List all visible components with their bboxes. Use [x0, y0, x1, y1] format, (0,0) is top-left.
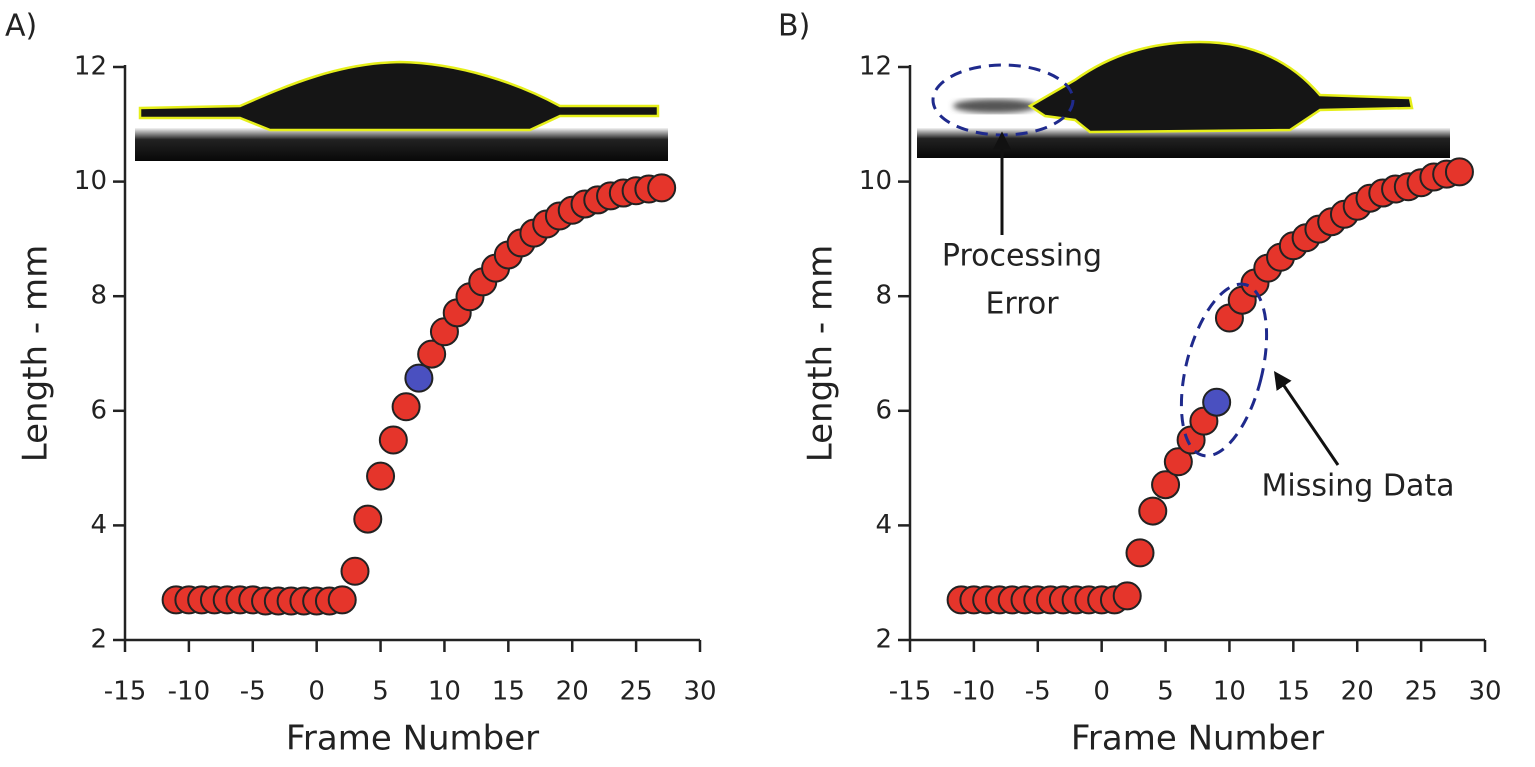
x-tick-label: 10: [1213, 677, 1246, 707]
point: [1125, 538, 1155, 568]
point: [1163, 447, 1193, 477]
x-tick-label: 20: [1341, 677, 1374, 707]
artifact: [953, 99, 1037, 113]
x-tick-label: -10: [953, 677, 995, 707]
annotation: Processing: [942, 239, 1102, 274]
x-tick-label: 25: [1405, 677, 1438, 707]
x-tick-label: 25: [620, 677, 653, 707]
x-tick-label: 0: [1093, 677, 1110, 707]
annotation: Missing Data: [1261, 469, 1454, 504]
point: [1151, 470, 1181, 500]
y-tick-label: 10: [859, 166, 892, 196]
x-tick-label: 10: [428, 677, 461, 707]
point: [417, 339, 447, 369]
point: [391, 392, 421, 422]
point: [1202, 387, 1232, 417]
point: [366, 461, 396, 491]
arrow: [1273, 371, 1340, 466]
point: [647, 173, 677, 203]
x-tick-label: 15: [1277, 677, 1310, 707]
x-tick-label: 20: [556, 677, 589, 707]
x-tick-label: 15: [492, 677, 525, 707]
y-tick-label: 10: [74, 166, 107, 196]
panel-label: B): [778, 9, 810, 44]
point: [1138, 496, 1168, 526]
y-axis-title: Length - mm: [801, 245, 841, 462]
point: [404, 363, 434, 393]
y-tick-label: 4: [875, 510, 892, 540]
point: [378, 425, 408, 455]
x-tick-label: 5: [1157, 677, 1174, 707]
y-tick-label: 6: [875, 395, 892, 425]
point: [327, 585, 357, 615]
y-tick-label: 2: [90, 625, 107, 655]
x-tick-label: -5: [240, 677, 266, 707]
x-tick-label: -15: [889, 677, 931, 707]
annotation-shapes: [931, 63, 1340, 466]
annotation: Error: [985, 287, 1059, 322]
y-tick-label: 8: [90, 281, 107, 311]
x-tick-label: -5: [1025, 677, 1051, 707]
y-axis-title: Length - mm: [16, 245, 56, 462]
highlight-ellipse: [1179, 282, 1269, 458]
point: [1444, 157, 1474, 187]
x-tick-label: 0: [308, 677, 325, 707]
y-tick-label: 12: [859, 52, 892, 82]
x-tick-label: 5: [372, 677, 389, 707]
x-tick-label: -15: [104, 677, 146, 707]
x-axis-title: Frame Number: [1071, 719, 1324, 759]
x-tick-label: -10: [168, 677, 210, 707]
substrate: [917, 128, 1450, 158]
droplet: [138, 60, 660, 132]
y-tick-label: 2: [875, 625, 892, 655]
point: [353, 504, 383, 534]
y-tick-label: 6: [90, 395, 107, 425]
y-tick-label: 4: [90, 510, 107, 540]
y-tick-label: 12: [74, 52, 107, 82]
y-tick-label: 8: [875, 281, 892, 311]
substrate: [135, 128, 668, 161]
point: [340, 556, 370, 586]
droplet-images: [135, 40, 1450, 161]
x-axis-title: Frame Number: [286, 719, 539, 759]
point: [1112, 581, 1142, 611]
x-tick-label: 30: [1468, 677, 1501, 707]
x-tick-label: 30: [683, 677, 716, 707]
panel-label: A): [5, 9, 37, 44]
droplet: [1027, 40, 1414, 134]
